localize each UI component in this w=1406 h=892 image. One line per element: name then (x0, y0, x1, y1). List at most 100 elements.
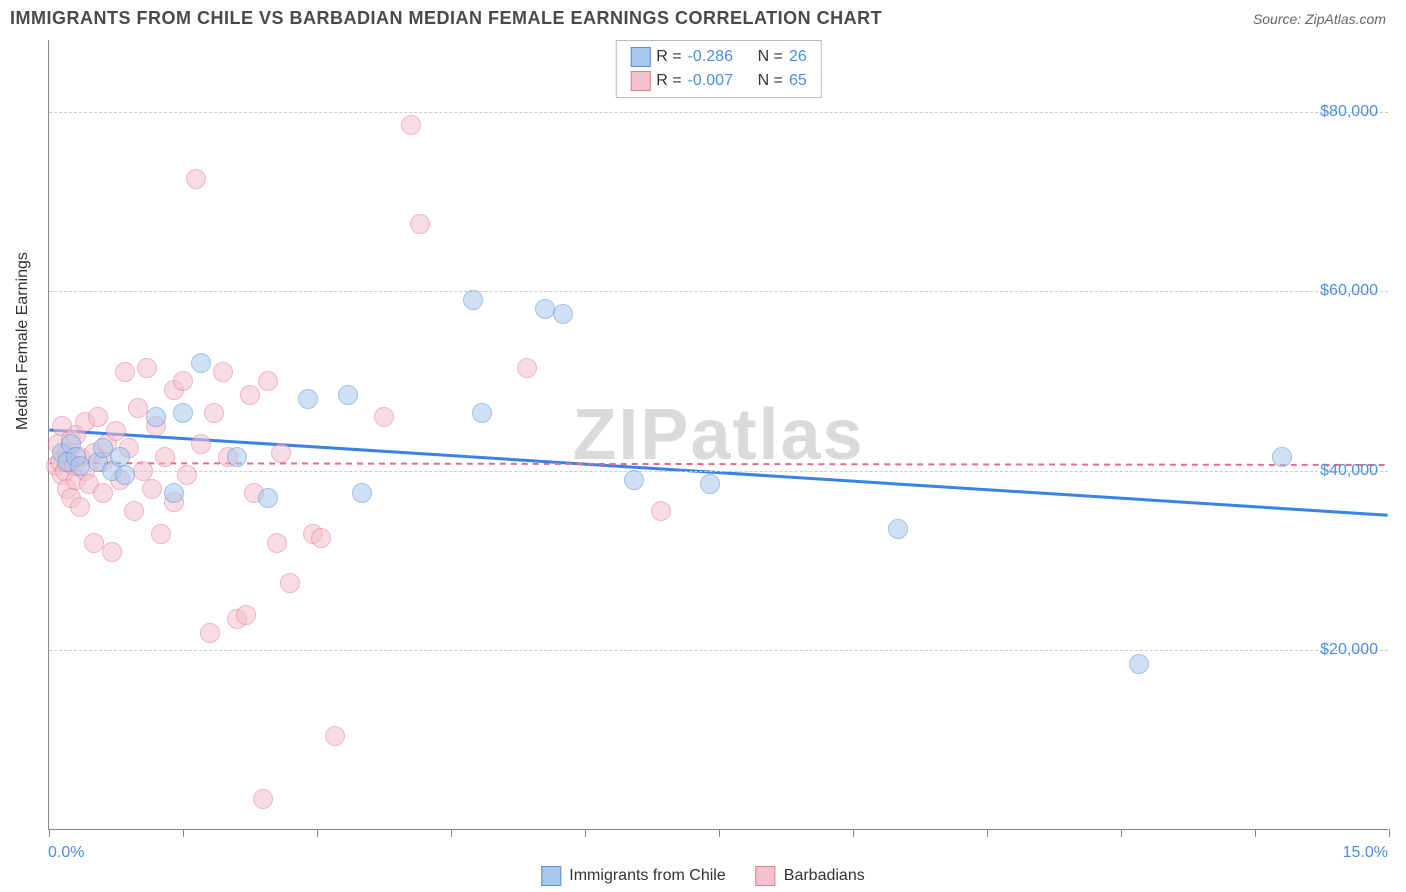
data-point (401, 115, 421, 135)
data-point (115, 362, 135, 382)
data-point (227, 447, 247, 467)
data-point (700, 474, 720, 494)
data-point (204, 403, 224, 423)
data-point (93, 483, 113, 503)
x-tick (1121, 829, 1122, 837)
trend-lines-svg (49, 40, 1388, 829)
legend-item: Immigrants from Chile (541, 866, 725, 886)
n-value: 26 (789, 45, 807, 69)
x-tick (719, 829, 720, 837)
data-point (110, 447, 130, 467)
data-point (298, 389, 318, 409)
data-point (374, 407, 394, 427)
data-point (553, 304, 573, 324)
source-attribution: Source: ZipAtlas.com (1253, 11, 1386, 27)
data-point (200, 623, 220, 643)
data-point (535, 299, 555, 319)
x-tick (1389, 829, 1390, 837)
x-tick (987, 829, 988, 837)
legend-swatch (756, 866, 776, 886)
data-point (1272, 447, 1292, 467)
legend-swatch (630, 71, 650, 91)
data-point (1129, 654, 1149, 674)
data-point (213, 362, 233, 382)
r-label: R = (656, 69, 681, 93)
data-point (271, 443, 291, 463)
legend-swatch (541, 866, 561, 886)
data-point (173, 403, 193, 423)
data-point (151, 524, 171, 544)
data-point (177, 465, 197, 485)
data-point (240, 385, 260, 405)
legend-swatch (630, 47, 650, 67)
x-tick (49, 829, 50, 837)
correlation-legend: R = -0.286N =26R = -0.007N =65 (615, 40, 821, 98)
r-label: R = (656, 45, 681, 69)
data-point (325, 726, 345, 746)
gridline (49, 471, 1388, 472)
r-value: -0.286 (688, 45, 752, 69)
gridline (49, 650, 1388, 651)
x-tick (585, 829, 586, 837)
data-point (624, 470, 644, 490)
gridline (49, 291, 1388, 292)
data-point (410, 214, 430, 234)
data-point (124, 501, 144, 521)
x-axis-max-label: 15.0% (1343, 844, 1388, 862)
chart-title: IMMIGRANTS FROM CHILE VS BARBADIAN MEDIA… (10, 8, 882, 29)
scatter-chart: ZIPatlas R = -0.286N =26R = -0.007N =65 $2… (48, 40, 1388, 830)
legend-row: R = -0.007N =65 (630, 69, 806, 93)
x-tick (317, 829, 318, 837)
data-point (142, 479, 162, 499)
data-point (115, 465, 135, 485)
legend-label: Immigrants from Chile (569, 867, 725, 885)
data-point (155, 447, 175, 467)
data-point (517, 358, 537, 378)
data-point (146, 407, 166, 427)
y-tick-label: $60,000 (1320, 282, 1378, 300)
x-tick (183, 829, 184, 837)
data-point (258, 371, 278, 391)
data-point (191, 434, 211, 454)
x-tick (451, 829, 452, 837)
data-point (106, 421, 126, 441)
n-value: 65 (789, 69, 807, 93)
data-point (102, 542, 122, 562)
y-axis-title: Median Female Earnings (14, 252, 32, 430)
data-point (267, 533, 287, 553)
data-point (253, 789, 273, 809)
series-legend: Immigrants from Chile Barbadians (541, 866, 864, 886)
data-point (186, 169, 206, 189)
data-point (236, 605, 256, 625)
source-name: ZipAtlas.com (1305, 11, 1386, 27)
data-point (311, 528, 331, 548)
data-point (173, 371, 193, 391)
data-point (472, 403, 492, 423)
data-point (463, 290, 483, 310)
chart-header: IMMIGRANTS FROM CHILE VS BARBADIAN MEDIA… (0, 0, 1406, 33)
data-point (651, 501, 671, 521)
r-value: -0.007 (688, 69, 752, 93)
data-point (338, 385, 358, 405)
y-tick-label: $20,000 (1320, 641, 1378, 659)
data-point (137, 358, 157, 378)
data-point (88, 407, 108, 427)
watermark-text: ZIPatlas (572, 394, 864, 476)
gridline (49, 112, 1388, 113)
data-point (888, 519, 908, 539)
data-point (70, 497, 90, 517)
x-tick (853, 829, 854, 837)
legend-item: Barbadians (756, 866, 865, 886)
x-axis-min-label: 0.0% (48, 844, 84, 862)
data-point (164, 483, 184, 503)
x-tick (1255, 829, 1256, 837)
n-label: N = (758, 69, 783, 93)
trend-line (49, 463, 1387, 465)
legend-label: Barbadians (784, 867, 865, 885)
data-point (352, 483, 372, 503)
y-tick-label: $40,000 (1320, 462, 1378, 480)
data-point (258, 488, 278, 508)
data-point (280, 573, 300, 593)
data-point (191, 353, 211, 373)
source-prefix: Source: (1253, 11, 1305, 27)
